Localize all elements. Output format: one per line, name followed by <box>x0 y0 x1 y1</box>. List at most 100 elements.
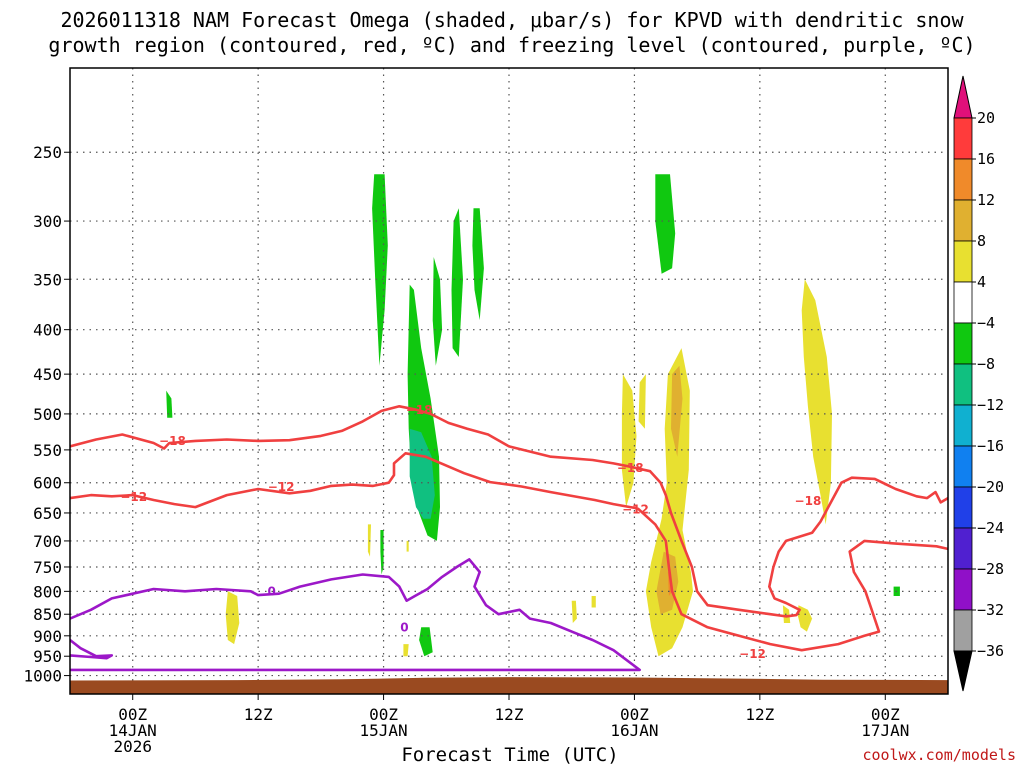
colorbar-swatch-1 <box>953 158 973 201</box>
contour--12-right <box>636 507 948 652</box>
omega-region-9 <box>419 627 433 657</box>
omega-region-0 <box>372 174 388 366</box>
colorbar-label-0: 20 <box>977 109 995 127</box>
omega-region-18 <box>225 591 240 645</box>
colorbar-top-arrow <box>953 75 973 119</box>
colorbar-label-5: −4 <box>977 314 995 332</box>
colorbar-label-6: −8 <box>977 355 995 373</box>
y-tick-label-250: 250 <box>33 143 62 162</box>
x-tick-date-48: 16JAN <box>610 721 658 740</box>
contour-freezing-level-lower <box>70 638 114 660</box>
y-tick-label-500: 500 <box>33 405 62 424</box>
omega-region-2 <box>451 208 463 357</box>
y-tick-label-900: 900 <box>33 627 62 646</box>
x-tick-date-0: 14JAN <box>109 721 157 740</box>
colorbar-swatch-2 <box>953 199 973 242</box>
x-tick-year-0: 2026 <box>113 737 152 756</box>
colorbar-label-4: 4 <box>977 273 986 291</box>
colorbar-label-9: −20 <box>977 478 1004 496</box>
omega-region-24 <box>406 540 409 552</box>
colorbar-label-1: 16 <box>977 150 995 168</box>
colorbar-label-8: −16 <box>977 437 1004 455</box>
colorbar-label-13: −36 <box>977 642 1004 660</box>
x-tick-date-72: 17JAN <box>861 721 909 740</box>
colorbar-label-12: −32 <box>977 601 1004 619</box>
omega-region-11 <box>621 374 637 508</box>
colorbar-label-3: 8 <box>977 232 986 250</box>
omega-region-14 <box>671 365 683 457</box>
omega-region-22 <box>797 605 813 632</box>
omega-region-3 <box>432 257 443 366</box>
x-tick-date-24: 15JAN <box>359 721 407 740</box>
contour-label-6: −18 <box>406 403 433 417</box>
colorbar-swatch-7 <box>953 404 973 447</box>
omega-region-17 <box>801 279 832 525</box>
omega-region-1 <box>472 208 484 321</box>
contour-label-0: −18 <box>159 434 186 448</box>
colorbar-swatch-3 <box>953 240 973 283</box>
colorbar-swatch-4 <box>953 281 973 324</box>
colorbar-swatch-9 <box>953 486 973 529</box>
y-tick-label-600: 600 <box>33 474 62 493</box>
contour-label-7: −18 <box>795 494 822 508</box>
x-axis-label: Forecast Time (UTC) <box>401 744 619 766</box>
ground-terrain <box>70 677 948 694</box>
title-line-2: growth region (contoured, red, ºC) and f… <box>48 33 976 57</box>
contour-label-8: −12 <box>622 502 649 516</box>
omega-region-25 <box>403 644 409 657</box>
x-tick-label-12: 12Z <box>244 705 273 724</box>
colorbar-label-2: 12 <box>977 191 995 209</box>
colorbar-swatch-5 <box>953 322 973 365</box>
omega-region-6 <box>655 174 676 274</box>
contour-label-1: −18 <box>617 461 644 475</box>
y-tick-label-550: 550 <box>33 441 62 460</box>
y-tick-label-650: 650 <box>33 504 62 523</box>
site-credit-link[interactable]: coolwx.com/models <box>862 746 1016 764</box>
y-tick-label-750: 750 <box>33 558 62 577</box>
colorbar-swatch-11 <box>953 568 973 611</box>
y-tick-label-450: 450 <box>33 365 62 384</box>
contour-label-3: −12 <box>739 647 766 661</box>
omega-region-20 <box>591 596 596 608</box>
chart-title: 2026011318 NAM Forecast Omega (shaded, μ… <box>0 8 1024 58</box>
omega-region-7 <box>166 390 173 418</box>
x-tick-label-72: 00Z <box>871 705 900 724</box>
colorbar-swatch-0 <box>953 117 973 160</box>
y-tick-label-400: 400 <box>33 321 62 340</box>
colorbar-label-10: −24 <box>977 519 1004 537</box>
contour--18-right <box>629 465 948 618</box>
y-tick-label-1000: 1000 <box>23 667 62 686</box>
x-tick-label-0: 00Z <box>118 705 147 724</box>
y-tick-label-850: 850 <box>33 605 62 624</box>
colorbar-label-7: −12 <box>977 396 1004 414</box>
x-tick-label-48: 00Z <box>620 705 649 724</box>
y-tick-label-700: 700 <box>33 532 62 551</box>
omega-region-13 <box>645 348 693 657</box>
colorbar-swatch-6 <box>953 363 973 406</box>
contour-label-9: 0 <box>400 620 408 634</box>
contour--18-left <box>70 405 631 468</box>
x-tick-label-60: 12Z <box>745 705 774 724</box>
omega-region-12 <box>638 374 646 429</box>
omega-region-5 <box>409 428 435 519</box>
contour-label-5: −12 <box>268 480 295 494</box>
colorbar-swatch-12 <box>953 609 973 652</box>
colorbar-label-11: −28 <box>977 560 1004 578</box>
title-line-1: 2026011318 NAM Forecast Omega (shaded, μ… <box>60 8 964 32</box>
colorbar-bottom-arrow <box>953 650 973 692</box>
y-tick-label-300: 300 <box>33 212 62 231</box>
contour-label-4: 0 <box>268 584 276 598</box>
plot-content: −18 −18 −12 −12 0 −12 −18 −18 −12 0 <box>70 68 948 694</box>
contour-label-2: −12 <box>120 490 147 504</box>
y-tick-label-950: 950 <box>33 647 62 666</box>
omega-region-21 <box>782 605 791 623</box>
colorbar-swatch-8 <box>953 445 973 488</box>
y-tick-label-800: 800 <box>33 582 62 601</box>
y-tick-label-350: 350 <box>33 270 62 289</box>
contour--12-left <box>70 452 638 510</box>
contour-freezing-level-0 <box>70 558 641 672</box>
x-tick-label-24: 00Z <box>369 705 398 724</box>
omega-region-19 <box>571 600 577 623</box>
x-tick-label-36: 12Z <box>495 705 524 724</box>
